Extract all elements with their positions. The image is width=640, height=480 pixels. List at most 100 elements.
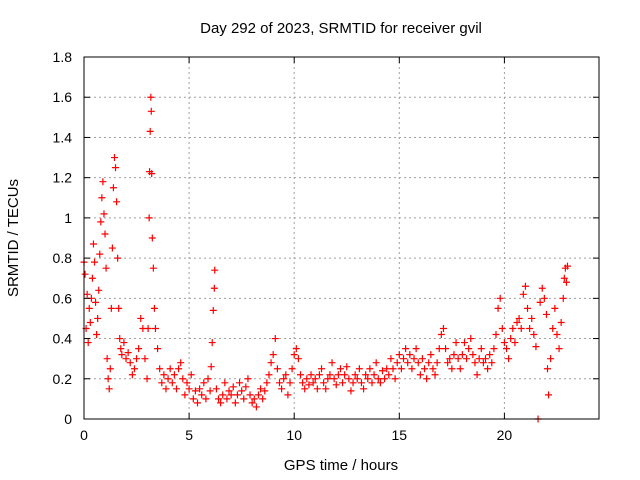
data-point: [509, 325, 517, 332]
data-point: [332, 381, 340, 389]
data-point: [303, 375, 311, 383]
data-point: [307, 371, 315, 379]
data-point: [242, 383, 250, 391]
data-point: [355, 365, 363, 373]
data-point: [145, 214, 153, 222]
data-point: [187, 371, 195, 379]
data-point: [128, 371, 136, 379]
data-point: [204, 375, 212, 383]
data-point: [150, 304, 158, 312]
data-point: [118, 351, 126, 359]
data-point: [458, 351, 466, 359]
data-point: [448, 365, 456, 373]
data-point: [486, 351, 494, 359]
data-point: [469, 351, 477, 359]
data-point: [168, 379, 176, 387]
data-point: [126, 359, 134, 367]
data-point: [207, 363, 215, 371]
data-point: [507, 335, 515, 343]
data-point: [477, 345, 485, 353]
data-point: [425, 359, 433, 367]
data-point: [114, 254, 122, 262]
data-point: [86, 318, 94, 326]
data-point: [494, 304, 502, 312]
data-point: [286, 379, 294, 387]
data-point: [345, 375, 353, 383]
data-point: [257, 385, 265, 393]
x-tick-label: 20: [497, 427, 513, 443]
data-point: [479, 359, 487, 367]
data-point: [158, 379, 166, 387]
data-point: [339, 379, 347, 387]
data-point: [416, 371, 424, 379]
data-point: [166, 365, 174, 373]
data-point: [446, 355, 454, 363]
x-tick-label: 5: [185, 427, 193, 443]
data-point: [117, 345, 125, 353]
data-point: [563, 262, 571, 270]
data-point: [463, 355, 471, 363]
data-point: [301, 385, 309, 393]
data-point: [437, 331, 445, 339]
data-point: [545, 391, 553, 399]
data-point: [540, 294, 548, 302]
data-point: [238, 387, 246, 395]
plot-frame: [83, 56, 600, 420]
data-point: [84, 339, 92, 347]
data-point: [217, 399, 225, 407]
data-point: [544, 365, 551, 373]
data-point: [488, 359, 496, 367]
data-point: [96, 250, 104, 258]
data-point: [412, 345, 420, 353]
data-point: [473, 371, 481, 379]
data-point: [273, 365, 281, 373]
data-point: [248, 399, 256, 407]
data-point: [211, 266, 219, 274]
data-point: [89, 240, 97, 248]
data-point: [271, 335, 279, 343]
x-tick-label: 15: [392, 427, 408, 443]
data-point: [137, 314, 145, 322]
data-point: [376, 379, 384, 387]
data-point: [290, 351, 298, 359]
data-point: [421, 365, 429, 373]
data-point: [259, 395, 267, 403]
data-point: [143, 375, 151, 383]
grid-lines: [84, 57, 599, 419]
y-axis-title: SRMTID / TECUs: [5, 179, 22, 297]
chart-title: Day 292 of 2023, SRMTID for receiver gvi…: [200, 20, 482, 37]
data-point: [368, 379, 376, 387]
data-point: [475, 355, 483, 363]
data-point: [261, 387, 269, 395]
data-point: [372, 359, 380, 367]
data-point: [343, 363, 351, 371]
data-point: [328, 359, 336, 367]
data-point: [385, 371, 393, 379]
data-point: [299, 379, 307, 387]
data-point: [95, 286, 103, 294]
data-point: [231, 399, 239, 407]
data-point: [454, 355, 462, 363]
data-point: [511, 339, 519, 347]
data-point: [347, 387, 355, 395]
y-tick-label: 1.4: [53, 129, 73, 145]
data-point: [484, 365, 492, 373]
data-point: [288, 365, 296, 373]
data-point: [496, 294, 504, 302]
data-point: [549, 325, 557, 332]
data-point: [81, 270, 89, 278]
data-point: [542, 310, 550, 318]
data-point: [202, 395, 210, 403]
data-point: [406, 351, 414, 359]
data-point: [465, 345, 473, 353]
data-point: [282, 371, 290, 379]
data-point: [311, 375, 319, 383]
data-point: [450, 351, 458, 359]
data-point: [364, 375, 372, 383]
data-point: [263, 379, 271, 387]
data-point: [391, 375, 399, 383]
data-point: [521, 282, 529, 290]
data-point: [351, 371, 359, 379]
data-point: [99, 178, 107, 186]
data-point: [400, 355, 408, 363]
